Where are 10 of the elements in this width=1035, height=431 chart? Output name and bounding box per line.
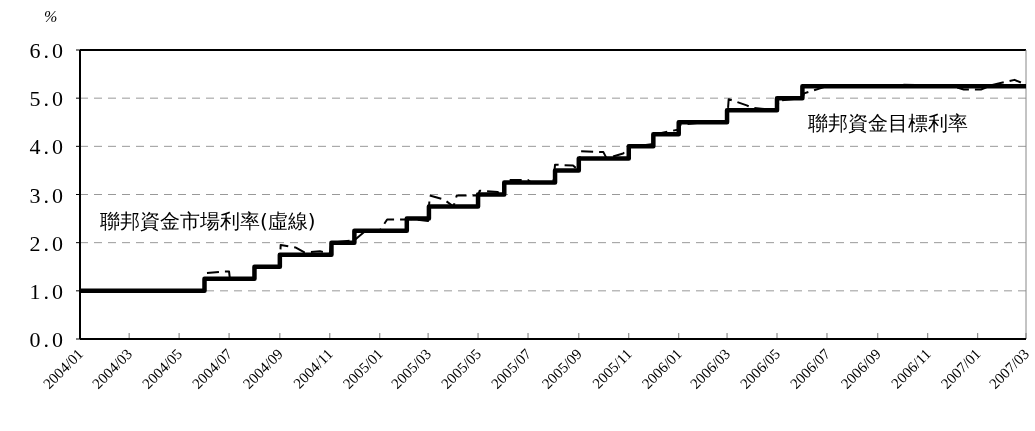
y-tick-label: 5.0 — [29, 86, 66, 112]
series-label: 聯邦資金市場利率(虛線) — [100, 209, 316, 233]
y-tick-label: 6.0 — [29, 38, 66, 63]
y-axis-title: % — [44, 8, 58, 25]
series-label: 聯邦資金目標利率 — [808, 111, 968, 135]
y-tick-label: 3.0 — [29, 182, 66, 208]
y-tick-label: 0.0 — [29, 327, 66, 352]
y-tick-label: 2.0 — [29, 230, 66, 256]
y-tick-label: 4.0 — [29, 134, 66, 160]
y-tick-label: 1.0 — [29, 278, 66, 304]
